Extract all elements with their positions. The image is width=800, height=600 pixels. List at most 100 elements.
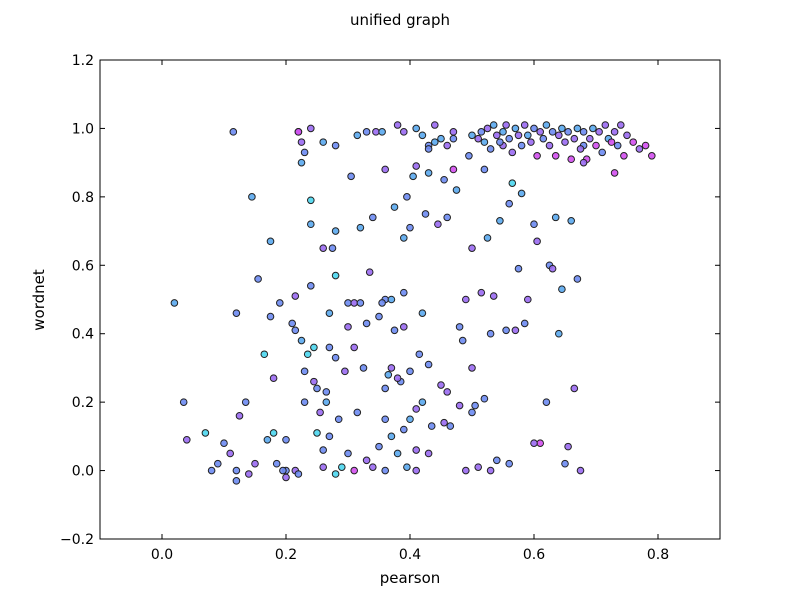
chart-title: unified graph [350,11,450,29]
scatter-point [508,148,517,157]
x-tick-label: 0.2 [275,547,297,563]
scatter-point [300,398,309,406]
scatter-point [310,377,318,386]
scatter-point [235,412,244,420]
scatter-point [576,145,585,153]
scatter-point [322,398,331,406]
scatter-point [489,121,498,129]
scatter-point [406,415,414,424]
scatter-point [508,179,517,187]
scatter-point [400,288,408,297]
scatter-point [440,175,448,184]
scatter-point [623,131,631,140]
scatter-point [260,350,269,359]
scatter-point [567,155,576,164]
scatter-point [443,141,452,150]
scatter-point [635,145,644,153]
axis-ticks: 0.0 0.2 0.4 0.6 0.8 −0.2 0.0 0.2 0.4 0.6 0.8 1.0 1.2 [60,53,720,563]
scatter-point [443,213,452,222]
scatter-point [610,128,619,136]
scatter-point [468,131,476,140]
scatter-point [493,131,501,140]
scatter-point [443,388,452,396]
scatter-point [424,449,433,458]
scatter-point [412,162,421,170]
scatter-point [446,422,455,430]
scatter-point [452,186,461,194]
scatter-point [338,463,346,471]
scatter-point [561,138,569,146]
scatter-point [344,323,352,331]
scatter-point [307,220,315,229]
scatter-point [505,199,514,208]
scatter-point [648,152,656,160]
scatter-point [369,463,377,471]
scatter-point [449,165,458,174]
scatter-point [406,367,414,376]
scatter-point [372,128,380,136]
scatter-point [403,193,411,201]
scatter-point [514,131,523,140]
scatter-point [427,422,436,430]
scatter-point [502,326,510,335]
scatter-point [607,138,616,146]
scatter-point [548,128,557,136]
scatter-point [536,439,545,448]
scatter-point [263,435,272,444]
scatter-point [542,398,551,406]
scatter-point [468,244,476,252]
scatter-point [573,275,582,283]
scatter-point [393,449,402,458]
scatter-point [527,138,535,146]
scatter-point [294,128,303,136]
scatter-point [412,405,421,413]
scatter-point [412,124,421,133]
scatter-point [431,138,439,146]
scatter-point [341,367,349,376]
scatter-point [613,141,622,150]
scatter-point [412,466,421,475]
scatter-point [201,429,210,437]
scatter-point [220,439,228,448]
scatter-point [325,343,334,352]
scatter-point [558,124,566,133]
scatter-point [489,292,498,300]
scatter-point [316,408,324,417]
scatter-point [344,449,352,458]
scatter-point [331,227,340,235]
y-tick-label: 0.6 [72,258,94,274]
scatter-point [400,323,408,331]
scatter-point [564,128,572,136]
scatter-point [279,466,287,475]
scatter-point [458,336,467,345]
scatter-point [381,384,390,393]
scatter-point [415,350,424,359]
scatter-point [291,292,300,300]
scatter-point [322,388,331,396]
scatter-point [254,275,262,283]
scatter-point [334,415,343,424]
scatter-point [297,158,306,167]
scatter-point [387,295,396,304]
scatter-point [291,326,300,335]
scatter-point [576,466,585,475]
scatter-point [570,384,579,393]
scatter-point [365,268,374,276]
scatter-point [356,299,365,307]
scatter-point [245,470,253,478]
scatter-point [598,148,607,157]
scatter-point [424,145,433,153]
scatter-point [297,336,306,345]
scatter-point [589,124,597,133]
scatter-point [468,364,476,372]
scatter-point [381,165,390,174]
scatter-point [480,165,489,174]
scatter-point [573,124,582,133]
scatter-point [595,128,603,136]
scatter-point [226,449,234,458]
scatter-point [483,124,492,133]
scatter-point [403,463,411,471]
y-tick-label: 0.2 [72,395,94,411]
scatter-point [300,148,309,157]
scatter-point [465,152,473,160]
